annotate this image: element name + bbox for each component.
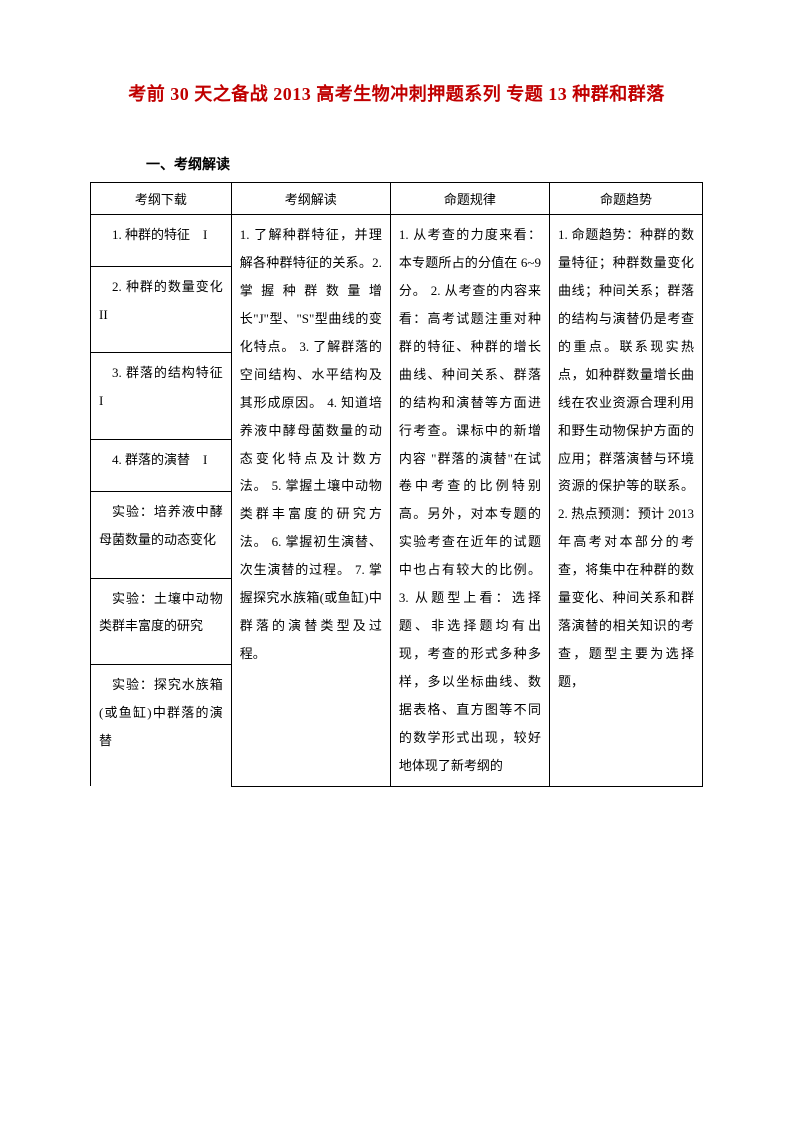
col4-body: 1. 命题趋势：种群的数量特征；种群数量变化曲线；种间关系；群落的结构与演替仍是…	[549, 215, 702, 787]
col-header-download: 考纲下载	[91, 183, 232, 215]
table-header-row: 考纲下载 考纲解读 命题规律 命题趋势	[91, 183, 703, 215]
page-title: 考前 30 天之备战 2013 高考生物冲刺押题系列 专题 13 种群和群落	[90, 80, 703, 106]
outline-table: 考纲下载 考纲解读 命题规律 命题趋势 1. 种群的特征 I 1. 了解种群特征…	[90, 182, 703, 787]
left-cell-3: 3. 群落的结构特征 I	[91, 353, 232, 440]
left-cell-1: 1. 种群的特征 I	[91, 215, 232, 267]
col2-body: 1. 了解种群特征，并理解各种群特征的关系。2. 掌握种群数量增长"J"型、"S…	[231, 215, 390, 787]
section-heading: 一、考纲解读	[146, 154, 703, 174]
col-header-rule: 命题规律	[390, 183, 549, 215]
left-cell-5: 实验：培养液中酵母菌数量的动态变化	[91, 491, 232, 578]
left-cell-4: 4. 群落的演替 I	[91, 440, 232, 492]
col3-body: 1. 从考查的力度来看：本专题所占的分值在 6~9 分。 2. 从考查的内容来看…	[390, 215, 549, 787]
table-row: 1. 种群的特征 I 1. 了解种群特征，并理解各种群特征的关系。2. 掌握种群…	[91, 215, 703, 267]
col-header-interpret: 考纲解读	[231, 183, 390, 215]
left-cell-7: 实验：探究水族箱(或鱼缸)中群落的演替	[91, 665, 232, 786]
left-cell-2: 2. 种群的数量变化 II	[91, 266, 232, 353]
col-header-trend: 命题趋势	[549, 183, 702, 215]
left-cell-6: 实验：土壤中动物类群丰富度的研究	[91, 578, 232, 665]
